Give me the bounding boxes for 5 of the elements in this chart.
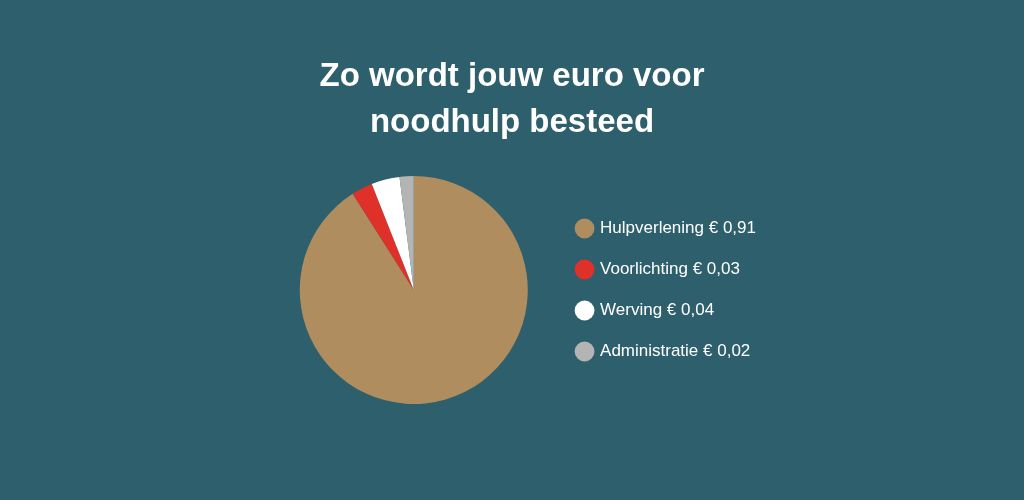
legend-label: Hulpverlening € 0,91 <box>600 218 757 238</box>
chart-title: Zo wordt jouw euro voor noodhulp besteed <box>318 55 706 141</box>
legend-label: Voorlichting € 0,03 <box>600 259 740 279</box>
legend-label: Werving € 0,04 <box>600 300 715 320</box>
legend-label: Administratie € 0,02 <box>600 341 751 361</box>
